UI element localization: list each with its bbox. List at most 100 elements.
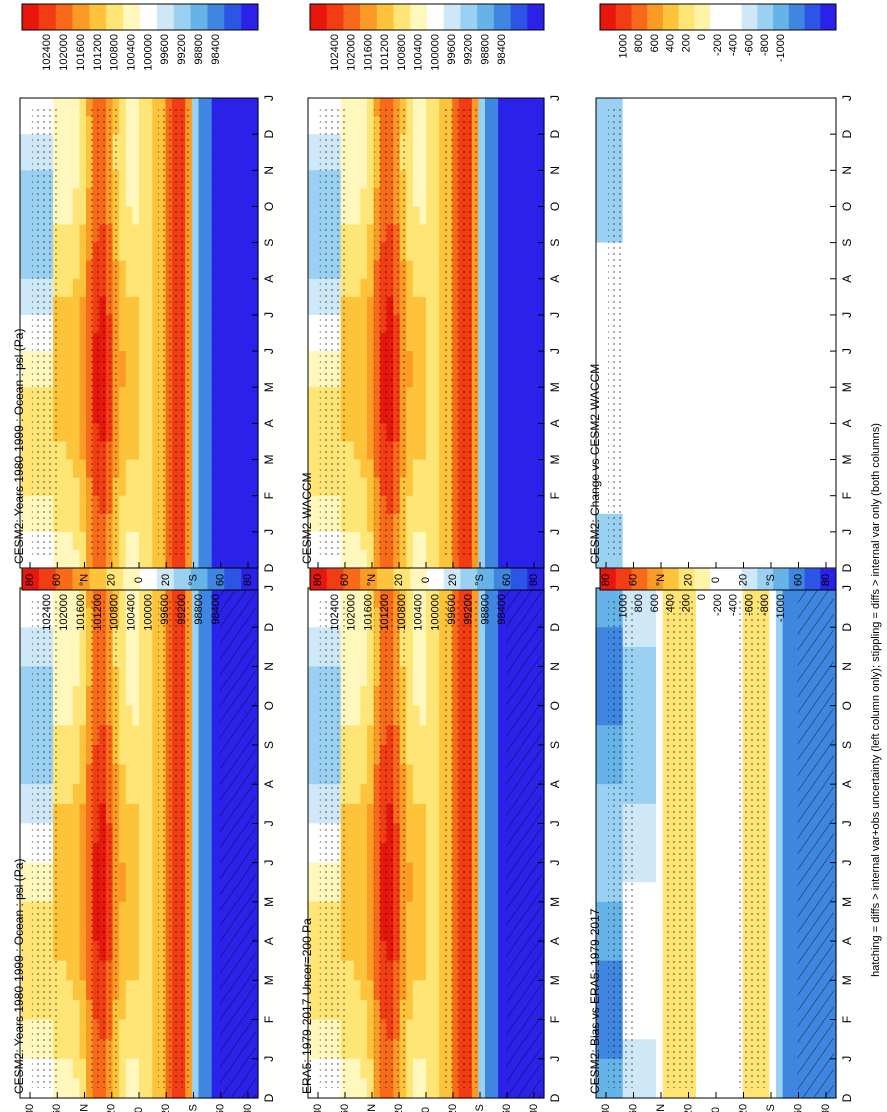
heatmap-cell — [702, 1019, 710, 1040]
heatmap-cell — [59, 784, 67, 805]
heatmap-cell — [642, 823, 650, 844]
heatmap-cell — [20, 333, 28, 352]
month-label: A — [548, 780, 562, 788]
heatmap-cell — [596, 1019, 604, 1040]
heatmap-cell — [426, 459, 434, 479]
heatmap-cell — [426, 686, 434, 707]
heatmap-cell — [445, 98, 453, 117]
heatmap-cell — [132, 999, 140, 1021]
heatmap-cell — [412, 351, 421, 370]
heatmap-cell — [478, 941, 486, 962]
heatmap-cell — [602, 725, 610, 746]
heatmap-cell — [769, 843, 777, 864]
heatmap-cell — [439, 901, 447, 923]
heatmap-cell — [145, 278, 153, 298]
heatmap-cell — [360, 477, 368, 497]
heatmap-cell — [537, 296, 545, 316]
heatmap-cell — [491, 744, 499, 766]
heatmap-cell — [125, 278, 133, 298]
heatmap-cell — [353, 513, 362, 533]
heatmap-cell — [353, 333, 362, 352]
heatmap-cell — [776, 1039, 784, 1060]
heatmap-cell — [308, 188, 316, 208]
heatmap-cell — [504, 477, 512, 497]
heatmap-cell — [145, 387, 153, 406]
heatmap-cell — [205, 764, 213, 785]
heatmap-cell — [231, 441, 239, 461]
heatmap-cell — [367, 170, 375, 189]
heatmap-cell — [656, 646, 664, 668]
heatmap-cell — [20, 405, 28, 424]
colorbar-swatch — [427, 4, 445, 30]
heatmap-cell — [20, 882, 28, 903]
heatmap-cell — [20, 744, 28, 766]
heatmap-cell — [244, 459, 252, 479]
heatmap-cell — [353, 459, 362, 479]
heatmap-cell — [716, 980, 724, 1001]
heatmap-cell — [530, 188, 539, 208]
colorbar-swatch — [207, 4, 225, 30]
heatmap-cell — [478, 260, 486, 280]
heatmap-cell — [530, 224, 539, 244]
heatmap-cell — [347, 405, 355, 424]
heatmap-cell — [498, 941, 506, 962]
heatmap-cell — [244, 423, 252, 443]
heatmap-cell — [191, 495, 200, 515]
heatmap-cell — [314, 725, 322, 746]
month-label: J — [548, 95, 562, 101]
month-label: A — [262, 275, 276, 283]
heatmap-cell — [152, 764, 160, 785]
heatmap-cell — [353, 296, 362, 316]
heatmap-cell — [412, 803, 421, 824]
heatmap-cell — [139, 725, 147, 746]
heatmap-cell — [491, 882, 499, 903]
colorbar-label: 98800 — [193, 34, 205, 65]
heatmap-cell — [491, 862, 499, 883]
heatmap-cell — [59, 423, 67, 443]
heatmap-cell — [432, 477, 440, 497]
heatmap-cell — [119, 242, 127, 262]
heatmap-cell — [498, 843, 506, 864]
heatmap-cell — [360, 862, 368, 883]
heatmap-cell — [367, 152, 375, 171]
colorbar-label: 102400 — [41, 594, 53, 631]
heatmap-cell — [314, 646, 322, 668]
heatmap-cell — [152, 441, 160, 461]
heatmap-cell — [696, 1078, 704, 1099]
heatmap-cell — [406, 941, 414, 962]
heatmap-cell — [198, 188, 206, 208]
heatmap-cell — [347, 686, 355, 707]
heatmap-cell — [485, 882, 493, 903]
heatmap-cell — [537, 242, 545, 262]
heatmap-cell — [308, 627, 316, 648]
heatmap-cell — [432, 784, 440, 805]
heatmap-cell — [79, 803, 87, 824]
heatmap-cell — [198, 588, 206, 609]
heatmap-cell — [132, 960, 140, 981]
heatmap-cell — [191, 224, 200, 244]
heatmap-cell — [769, 921, 777, 942]
heatmap-cell — [491, 705, 499, 726]
heatmap-cell — [709, 803, 717, 824]
heatmap-cell — [125, 477, 133, 497]
heatmap-cell — [20, 627, 28, 648]
heatmap-cell — [776, 588, 784, 609]
heatmap-cell — [709, 1039, 717, 1060]
heatmap-cell — [72, 862, 81, 883]
heatmap-cell — [485, 725, 493, 746]
lat-label: 0 — [133, 1107, 145, 1112]
heatmap-cell — [347, 314, 355, 334]
heatmap-cell — [198, 224, 206, 244]
heatmap-cell — [198, 206, 206, 226]
heatmap-cell — [145, 206, 153, 226]
heatmap-cell — [742, 1078, 750, 1099]
month-label: J — [548, 860, 562, 866]
heatmap-cell — [205, 531, 213, 551]
heatmap-cell — [132, 513, 140, 533]
heatmap-cell — [152, 1078, 160, 1099]
colorbar: 102400 102000 101600 101200 100800 100400 1000… — [309, 3, 545, 71]
heatmap-cell — [211, 296, 219, 316]
month-label: S — [262, 741, 276, 749]
heatmap-cell — [642, 686, 650, 707]
